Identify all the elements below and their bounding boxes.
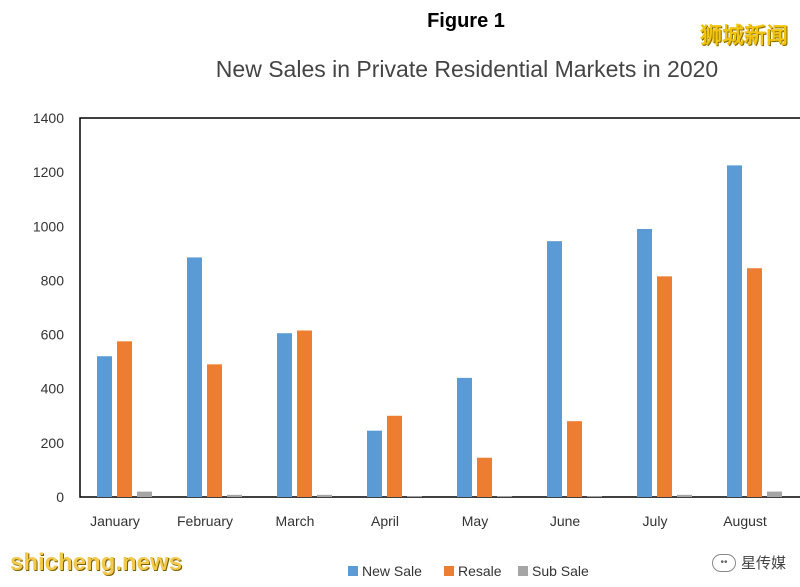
x-tick-label: January — [90, 513, 140, 529]
y-tick-label: 800 — [41, 272, 65, 288]
legend-label: New Sale — [362, 563, 422, 579]
y-tick-label: 0 — [56, 489, 64, 505]
y-tick-label: 1400 — [33, 110, 64, 126]
x-tick-label: June — [550, 513, 581, 529]
x-tick-label: August — [723, 513, 767, 529]
brand-badge-label: 星传媒 — [740, 555, 786, 572]
bar-sub-sale — [407, 496, 422, 497]
legend-swatch — [444, 566, 454, 576]
bar-new-sale — [637, 228, 652, 497]
bar-resale — [387, 415, 402, 497]
x-tick-label: March — [276, 513, 315, 529]
bar-resale — [297, 330, 312, 497]
bar-new-sale — [367, 430, 382, 497]
legend-swatch — [348, 566, 358, 576]
legend-label: Resale — [458, 563, 502, 579]
bar-sub-sale — [317, 494, 332, 497]
bar-new-sale — [547, 241, 562, 497]
bar-new-sale — [727, 165, 742, 497]
bar-resale — [477, 457, 492, 497]
bar-new-sale — [277, 333, 292, 497]
x-tick-label: July — [643, 513, 668, 529]
bar-sub-sale — [497, 496, 512, 497]
bar-sub-sale — [677, 494, 692, 497]
x-tick-label: May — [462, 513, 488, 529]
bar-resale — [117, 341, 132, 497]
bar-sub-sale — [137, 491, 152, 497]
y-tick-label: 400 — [41, 381, 65, 397]
brand-badge: •• 星传媒 — [711, 552, 786, 573]
y-tick-label: 200 — [41, 435, 65, 451]
bar-new-sale — [187, 257, 202, 497]
legend-label: Sub Sale — [532, 563, 589, 579]
watermark-top: 狮城新闻 — [699, 23, 788, 48]
plot-frame — [79, 117, 800, 498]
chart-title: New Sales in Private Residential Markets… — [215, 56, 719, 82]
bar-sub-sale — [767, 491, 782, 497]
bar-new-sale — [457, 377, 472, 497]
legend-swatch — [518, 566, 528, 576]
x-tick-label: February — [177, 513, 233, 529]
bar-resale — [567, 421, 582, 497]
figure-label: Figure 1 — [427, 10, 505, 32]
bar-sub-sale — [227, 494, 242, 497]
watermark-bottom: shicheng.news — [10, 549, 183, 576]
bar-resale — [657, 276, 672, 497]
bar-sub-sale — [587, 496, 602, 497]
chat-bubble-icon: •• — [711, 553, 736, 572]
bar-resale — [747, 268, 762, 497]
x-tick-label: April — [371, 513, 399, 529]
y-tick-label: 1200 — [33, 164, 64, 180]
bar-resale — [207, 364, 222, 497]
bar-new-sale — [97, 356, 112, 497]
y-tick-label: 1000 — [33, 218, 64, 234]
y-tick-label: 600 — [41, 327, 65, 343]
